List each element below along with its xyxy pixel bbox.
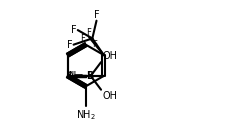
Text: F: F [70, 25, 76, 35]
Text: F: F [92, 40, 97, 49]
Text: F: F [93, 10, 99, 20]
Text: B: B [85, 71, 93, 81]
Text: OH: OH [102, 91, 117, 101]
Text: N: N [69, 71, 76, 81]
Text: NH$_2$: NH$_2$ [75, 108, 95, 122]
Text: OH: OH [102, 51, 117, 61]
Text: F: F [66, 40, 72, 50]
Text: N: N [67, 71, 74, 81]
Text: F: F [86, 28, 90, 37]
Text: F: F [80, 34, 85, 43]
